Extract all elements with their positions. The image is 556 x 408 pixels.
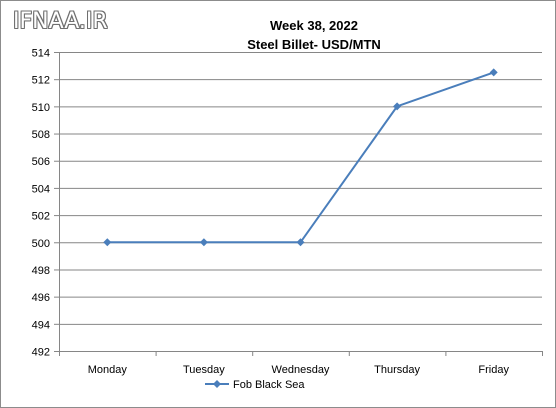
y-tick-label: 494 bbox=[32, 319, 50, 331]
grid-lines bbox=[59, 52, 542, 325]
y-tick-label: 500 bbox=[32, 238, 50, 250]
series-line-0 bbox=[107, 71, 495, 244]
data-point-tuesday bbox=[199, 238, 208, 247]
chart-title: Week 38, 2022 bbox=[270, 18, 358, 33]
data-point-thursday bbox=[393, 102, 402, 111]
axes bbox=[59, 52, 542, 352]
x-tick-label-friday: Friday bbox=[478, 364, 509, 376]
legend-marker bbox=[213, 380, 221, 388]
data-point-wednesday bbox=[296, 238, 305, 247]
y-tick-labels: 492 494 496 498 500 502 504 506 508 510 512 514 bbox=[32, 48, 59, 359]
y-tick-label: 504 bbox=[32, 183, 50, 195]
x-tick-label-monday: Monday bbox=[88, 364, 128, 376]
y-tick-label: 508 bbox=[32, 129, 50, 141]
y-tick-label: 498 bbox=[32, 265, 50, 277]
ifnaa-logo: IFNAA.IR bbox=[13, 9, 108, 34]
y-tick-label: 510 bbox=[32, 102, 50, 114]
series-layer bbox=[103, 68, 498, 247]
x-tick-label-tuesday: Tuesday bbox=[183, 364, 225, 376]
y-tick-label: 496 bbox=[32, 292, 50, 304]
data-point-monday bbox=[103, 238, 112, 247]
x-tick-label-thursday: Thursday bbox=[374, 364, 420, 376]
chart-subtitle: Steel Billet- USD/MTN bbox=[247, 37, 381, 52]
y-tick-label: 514 bbox=[32, 48, 50, 60]
x-tick-labels: Monday Tuesday Wednesday Thursday Friday bbox=[59, 351, 543, 376]
x-tick-label-wednesday: Wednesday bbox=[272, 364, 330, 376]
y-tick-label: 512 bbox=[32, 75, 50, 87]
y-tick-label: 492 bbox=[32, 347, 50, 359]
legend-label: Fob Black Sea bbox=[233, 379, 305, 391]
y-tick-label: 502 bbox=[32, 211, 50, 223]
data-point-friday bbox=[489, 68, 498, 77]
legend: Fob Black Sea bbox=[205, 379, 305, 391]
y-tick-label: 506 bbox=[32, 156, 50, 168]
